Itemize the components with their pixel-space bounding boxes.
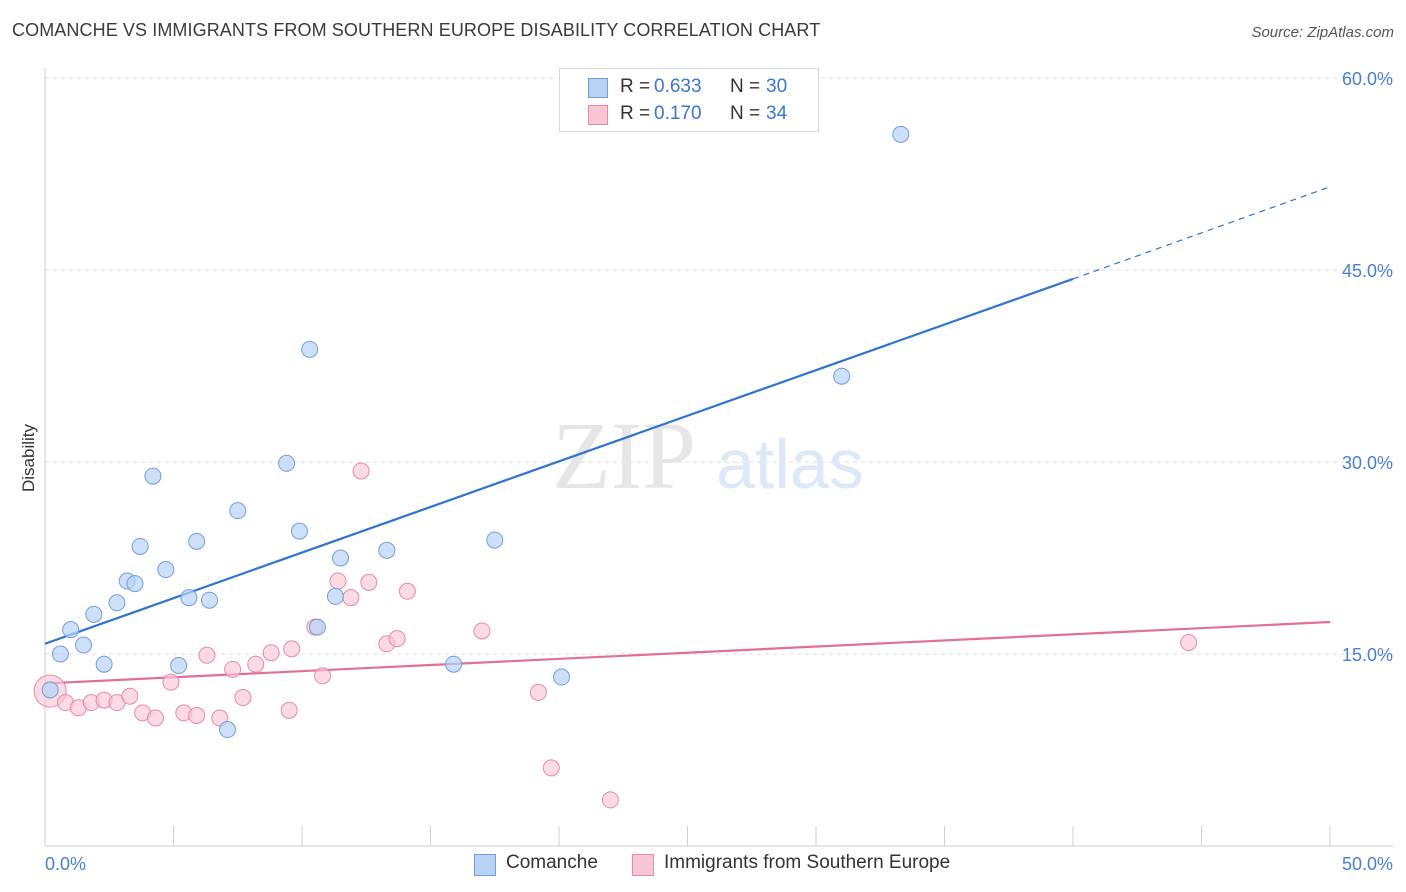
r-label: R = (620, 76, 651, 97)
comanche-point (51, 645, 69, 663)
comanche-trend-extension (1072, 186, 1331, 280)
n-label: N = (730, 76, 761, 97)
comanche-point (180, 589, 198, 607)
immigrants-point (388, 630, 406, 648)
axis-layer (44, 68, 1393, 847)
comanche-point (157, 561, 175, 579)
immigrants-swatch (632, 854, 654, 876)
comanche-point (486, 531, 504, 549)
comanche-point (75, 636, 93, 654)
points-layer (33, 125, 1198, 809)
comanche-point (126, 575, 144, 593)
immigrants-point (398, 582, 416, 600)
comanche-point (378, 541, 396, 559)
comanche-point (892, 125, 910, 143)
comanche-swatch (588, 78, 608, 98)
comanche-point (308, 618, 326, 636)
series-legend: Comanche Immigrants from Southern Europe (0, 852, 1406, 878)
comanche-point (108, 594, 126, 612)
y-tick-label: 60.0% (1342, 69, 1393, 89)
comanche-point (833, 367, 851, 385)
immigrants-point (1180, 633, 1198, 651)
immigrants-point (280, 701, 298, 719)
immigrants-point (360, 573, 378, 591)
watermark: ZIP atlas (552, 402, 864, 509)
legend-row-comanche: R = 0.633 N = 30 (560, 75, 818, 101)
y-tick-label: 45.0% (1342, 261, 1393, 281)
r-value: 0.633 (654, 76, 702, 97)
immigrants-point (234, 689, 252, 707)
comanche-point (188, 532, 206, 550)
comanche-swatch (474, 854, 496, 876)
immigrants-point (162, 673, 180, 691)
comanche-point (131, 537, 149, 555)
immigrants-point (329, 572, 347, 590)
r-value: 0.170 (654, 103, 702, 124)
comanche-point (144, 467, 162, 485)
immigrants-point (188, 706, 206, 724)
comanche-point (290, 522, 308, 540)
immigrants-point (314, 667, 332, 685)
immigrants-trend-line (44, 620, 1331, 685)
comanche-point (553, 668, 571, 686)
tick-label-layer: 15.0% 30.0% 45.0% 60.0% 0.0% 50.0% (45, 69, 1393, 874)
immigrants-point (121, 687, 139, 705)
comanche-point (229, 502, 247, 520)
source-label: Source: ZipAtlas.com (1251, 24, 1394, 41)
comanche-point (170, 657, 188, 675)
immigrants-point (247, 655, 265, 673)
comanche-point (445, 655, 463, 673)
comanche-point (41, 681, 59, 699)
comanche-point (95, 655, 113, 673)
chart-title: COMANCHE VS IMMIGRANTS FROM SOUTHERN EUR… (12, 20, 821, 40)
legend-label: Comanche (506, 852, 598, 873)
y-tick-label: 15.0% (1342, 645, 1393, 665)
immigrants-point (147, 709, 165, 727)
immigrants-point (542, 759, 560, 777)
comanche-point (278, 454, 296, 472)
immigrants-point (283, 640, 301, 658)
n-value: 34 (766, 103, 788, 124)
immigrants-point (224, 660, 242, 678)
comanche-point (301, 340, 319, 358)
immigrants-point (352, 462, 370, 480)
y-tick-label: 30.0% (1342, 453, 1393, 473)
trend-layer (44, 186, 1331, 685)
comanche-trend-line (44, 277, 1074, 645)
comanche-point (332, 549, 350, 567)
immigrants-point (198, 646, 216, 664)
grid-layer (45, 77, 1393, 655)
comanche-point (200, 591, 218, 609)
immigrants-point (342, 589, 360, 607)
legend-row-immigrants: R = 0.170 N = 34 (560, 102, 818, 128)
legend-label: Immigrants from Southern Europe (664, 852, 951, 873)
immigrants-point (601, 791, 619, 809)
immigrants-point (262, 644, 280, 662)
immigrants-point (529, 683, 547, 701)
x-tick-label: 50.0% (1342, 854, 1393, 874)
comanche-point (326, 587, 344, 605)
comanche-point (62, 621, 80, 639)
n-value: 30 (766, 76, 788, 97)
correlation-legend: R = 0.633 N = 30 R = 0.170 N = 34 (559, 68, 819, 132)
immigrants-point (473, 622, 491, 640)
immigrants-swatch (588, 105, 608, 125)
watermark-atlas: atlas (716, 425, 864, 503)
n-label: N = (730, 103, 761, 124)
x-tick-label: 0.0% (45, 854, 86, 874)
comanche-point (218, 721, 236, 739)
comanche-point (85, 605, 103, 623)
r-label: R = (620, 103, 651, 124)
